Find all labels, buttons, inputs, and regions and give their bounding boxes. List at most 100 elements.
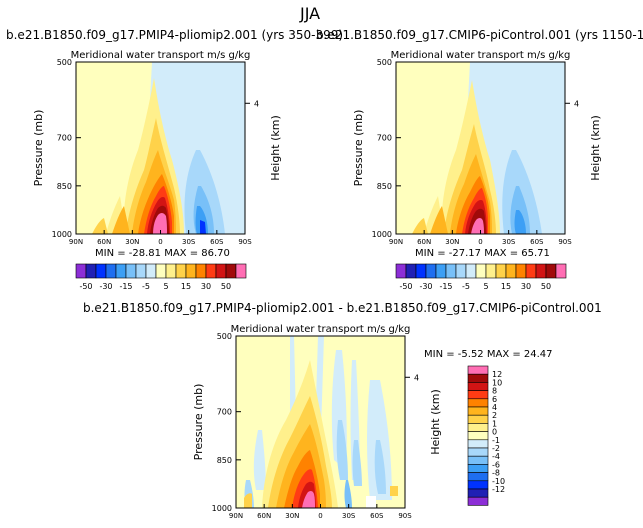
panel2-rtick-label: 4 [574,99,579,108]
colorbar2-box [405,263,417,279]
colorbar3-label: 8 [492,387,497,396]
panel1-stats: MIN = -28.81 MAX = 86.70 [95,248,230,259]
colorbar3-label: -2 [492,444,500,453]
panel2-ytick-label: 700 [377,134,392,143]
panel3-xtick-label: 60S [370,512,384,520]
colorbar2-box [505,263,517,279]
panel3-xtick-label: 30N [285,512,299,520]
colorbar3-label: 1 [492,419,497,428]
colorbar3-box [467,406,489,416]
panel3-xtick-label: 0 [318,512,322,520]
panel1-ytick-label: 850 [57,182,72,191]
panel2-right-label: Height (km) [589,115,602,181]
colorbar3-label: -1 [492,436,500,445]
season-title: JJA [300,4,321,23]
colorbar2-box [525,263,537,279]
colorbar1-box [215,263,227,279]
panel3-right-label: Height (km) [429,389,442,455]
colorbar1-box [225,263,237,279]
panel3-header: b.e21.B1850.f09_g17.PMIP4-pliomip2.001 -… [83,301,602,315]
colorbar3-label: 10 [492,378,502,387]
colorbar2-label: 15 [501,282,511,291]
panel1-title: Meridional water transport m/s g/kg [71,50,251,61]
colorbar1-label: 50 [221,282,231,291]
colorbar2-box [515,263,527,279]
panel2-xtick-label: 60N [417,238,431,246]
colorbar1-box [205,263,217,279]
panel1-plot [76,62,245,234]
colorbar1-box [135,263,147,279]
colorbar3-box [467,414,489,424]
colorbar1-label: -30 [99,282,112,291]
panel1-ytick-label: 1000 [52,230,72,239]
panel2-xtick-label: 90S [558,238,572,246]
panel2-xtick-label: 0 [478,238,482,246]
colorbar1-box [195,263,207,279]
colorbar3-box [467,480,489,490]
colorbar2-box [535,263,547,279]
panel3-ylabel: Pressure (mb) [192,384,205,461]
colorbar3-box [467,455,489,465]
colorbar2-box [495,263,507,279]
panel1-ylabel: Pressure (mb) [32,110,45,187]
colorbar1-box [175,263,187,279]
colorbar2-box [545,263,557,279]
colorbar3-label: 6 [492,395,497,404]
colorbar3-box [467,365,489,375]
colorbar3-box [467,431,489,441]
panel2-xtick-label: 30N [445,238,459,246]
colorbar1-box [115,263,127,279]
colorbar3-label: -12 [492,485,505,494]
colorbar2-box [465,263,477,279]
panel2-plot [396,62,565,234]
colorbar2-box [395,263,407,279]
panel1-xtick-label: 0 [158,238,162,246]
colorbar1-label: -50 [79,282,92,291]
colorbar2-label: 5 [483,282,488,291]
colorbar2-box [455,263,467,279]
colorbar1-box [125,263,137,279]
colorbar3-box [467,472,489,482]
panel1-xtick-label: 30N [125,238,139,246]
panel1-header: b.e21.B1850.f09_g17.PMIP4-pliomip2.001 (… [6,28,344,42]
panel3-plot [236,336,405,508]
panel2-stats: MIN = -27.17 MAX = 65.71 [415,248,550,259]
panel3-stats: MIN = -5.52 MAX = 24.47 [424,349,553,360]
colorbar3-label: -4 [492,452,500,461]
panel1-xtick-label: 60N [97,238,111,246]
colorbar2-box [435,263,447,279]
colorbar3-box [467,398,489,408]
colorbar1-box [155,263,167,279]
colorbar2-label: 50 [541,282,551,291]
colorbar2-box [555,263,567,279]
colorbar3-box [467,447,489,457]
colorbar3-label: 4 [492,403,497,412]
colorbar2-box [485,263,497,279]
panel3-xtick-label: 90S [398,512,412,520]
colorbar2-label: -50 [399,282,412,291]
colorbar2-box [415,263,427,279]
colorbar2-box [425,263,437,279]
panel2-ytick-label: 500 [377,58,392,67]
panel1-xtick-label: 60S [210,238,224,246]
colorbar3-label: -10 [492,477,505,486]
panel1-rtick-label: 4 [254,99,259,108]
colorbar3-box [467,488,489,498]
colorbar1-label: 15 [181,282,191,291]
panel3-xtick-label: 60N [257,512,271,520]
panel1-ytick-label: 700 [57,134,72,143]
colorbar2-box [445,263,457,279]
colorbar3-label: 2 [492,411,497,420]
panel2-header: b.e21.B1850.f09_g17.CMIP6-piControl.001 … [316,28,643,42]
colorbar1-box [185,263,197,279]
panel3-rtick-label: 4 [414,373,419,382]
panel3-xtick-label: 90N [229,512,243,520]
colorbar2-label: -15 [439,282,452,291]
colorbar1-label: 30 [201,282,211,291]
colorbar2-label: 30 [521,282,531,291]
panel1-xtick-label: 90S [238,238,252,246]
colorbar3-label: -8 [492,469,500,478]
colorbar3-box [467,373,489,383]
colorbar1-box [235,263,247,279]
